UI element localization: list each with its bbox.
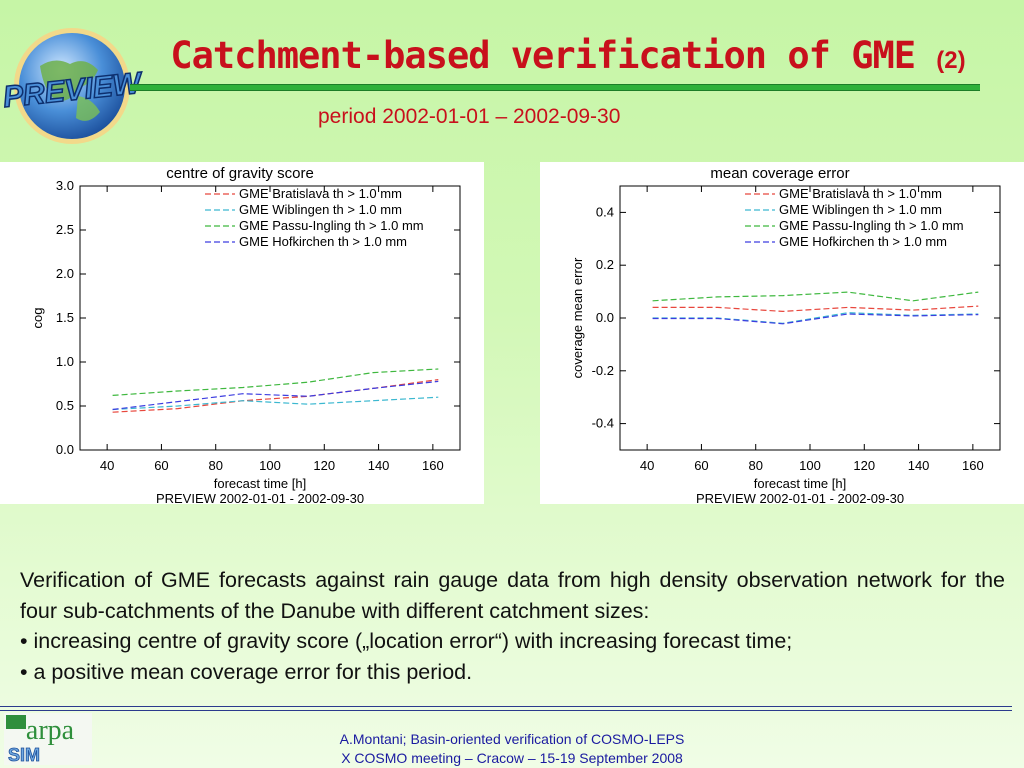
chart-mean-coverage-error: mean coverage error 40 60 80 100 120 140 160 -0.…: [540, 162, 1024, 504]
chart0-xtick-label-0: 40: [100, 458, 114, 473]
chart0-legend-label-1: GME Wiblingen th > 1.0 mm: [239, 202, 402, 217]
chart0-legend-label-2: GME Passu-Ingling th > 1.0 mm: [239, 218, 424, 233]
footer-line-2: X COSMO meeting – Cracow – 15-19 Septemb…: [341, 750, 683, 766]
chart0-series-line-2: [112, 368, 439, 396]
slide-title: Catchment-based verification of GME (2): [158, 34, 978, 77]
chart0-series-line-1: [112, 396, 439, 411]
slide-title-text: Catchment-based verification of GME: [170, 34, 916, 77]
footer-rule: [0, 706, 1012, 707]
chart-mean-coverage-error-svg: mean coverage error 40 60 80 100 120 140 160 -0.…: [570, 165, 1001, 504]
chart0-ytick-label-0: 0.0: [56, 442, 74, 457]
body-bullet-2: • a positive mean coverage error for thi…: [20, 659, 473, 684]
chart-centre-of-gravity-svg: centre of gravity score 40 60 80 100 120 140 16…: [30, 165, 461, 504]
body-bullet-1: • increasing centre of gravity score („l…: [20, 629, 793, 653]
chart1-xtick-label-2: 80: [748, 458, 762, 473]
chart1-legend-label-0: GME Bratislava th > 1.0 mm: [779, 186, 942, 201]
chart0-ytick-label-6: 3.0: [56, 178, 74, 193]
chart1-legend-label-3: GME Hofkirchen th > 1.0 mm: [779, 234, 947, 249]
arpa-logo-text: arpa: [26, 715, 75, 746]
chart1-series-line-0: [652, 305, 979, 313]
chart0-xtick-label-4: 120: [313, 458, 335, 473]
chart0-xtick-label-2: 80: [208, 458, 222, 473]
chart1-xtick-label-0: 40: [640, 458, 654, 473]
chart0-ytick-label-3: 1.5: [56, 310, 74, 325]
chart1-ytick-label-0: -0.4: [592, 416, 614, 431]
preview-logo: PREVIEW: [1, 28, 146, 144]
chart1-ylabel: coverage mean error: [570, 257, 585, 378]
chart0-legend-label-0: GME Bratislava th > 1.0 mm: [239, 186, 402, 201]
arpa-sim-logo: arpa SIM: [4, 713, 92, 765]
chart1-ytick-label-4: 0.4: [596, 204, 614, 219]
chart0-xtick-label-6: 160: [422, 458, 444, 473]
body-paragraph: Verification of GME forecasts against ra…: [20, 568, 1005, 623]
chart1-title: mean coverage error: [710, 165, 849, 182]
chart-centre-of-gravity: centre of gravity score 40 60 80 100 120 140 16…: [0, 162, 484, 504]
body-text: Verification of GME forecasts against ra…: [20, 565, 1005, 687]
chart0-footnote: PREVIEW 2002-01-01 - 2002-09-30: [156, 491, 364, 504]
chart1-xtick-label-3: 100: [799, 458, 821, 473]
slide-title-number: (2): [936, 47, 966, 74]
footer-line-1: A.Montani; Basin-oriented verification o…: [339, 731, 685, 747]
chart0-xtick-label-5: 140: [368, 458, 390, 473]
sim-logo-text: SIM: [8, 745, 40, 765]
footer-text: A.Montani; Basin-oriented verification o…: [252, 730, 772, 768]
chart0-xtick-label-3: 100: [259, 458, 281, 473]
chart1-xtick-label-1: 60: [694, 458, 708, 473]
slide-subtitle: period 2002-01-01 – 2002-09-30: [318, 105, 621, 128]
chart0-legend-label-3: GME Hofkirchen th > 1.0 mm: [239, 234, 407, 249]
chart0-xlabel: forecast time [h]: [214, 476, 306, 491]
chart1-ytick-label-2: 0.0: [596, 310, 614, 325]
chart0-ytick-label-5: 2.5: [56, 222, 74, 237]
chart1-footnote: PREVIEW 2002-01-01 - 2002-09-30: [696, 491, 904, 504]
chart1-series-line-2: [652, 291, 979, 302]
chart0-series-line-3: [112, 380, 439, 411]
chart0-ytick-label-2: 1.0: [56, 354, 74, 369]
chart1-ytick-label-3: 0.2: [596, 257, 614, 272]
chart0-title: centre of gravity score: [166, 165, 314, 182]
chart0-ylabel: cog: [30, 308, 45, 329]
chart1-series-line-3: [652, 313, 979, 325]
chart0-xtick-label-1: 60: [154, 458, 168, 473]
chart0-ytick-label-1: 0.5: [56, 398, 74, 413]
title-rule: [130, 84, 980, 91]
chart0-ytick-label-4: 2.0: [56, 266, 74, 281]
chart1-xtick-label-5: 140: [908, 458, 930, 473]
chart1-legend-label-1: GME Wiblingen th > 1.0 mm: [779, 202, 942, 217]
chart1-xlabel: forecast time [h]: [754, 476, 846, 491]
chart1-legend-label-2: GME Passu-Ingling th > 1.0 mm: [779, 218, 964, 233]
chart1-ytick-label-1: -0.2: [592, 363, 614, 378]
footer-rule-2: [0, 710, 1012, 711]
chart1-xtick-label-4: 120: [853, 458, 875, 473]
chart1-xtick-label-6: 160: [962, 458, 984, 473]
